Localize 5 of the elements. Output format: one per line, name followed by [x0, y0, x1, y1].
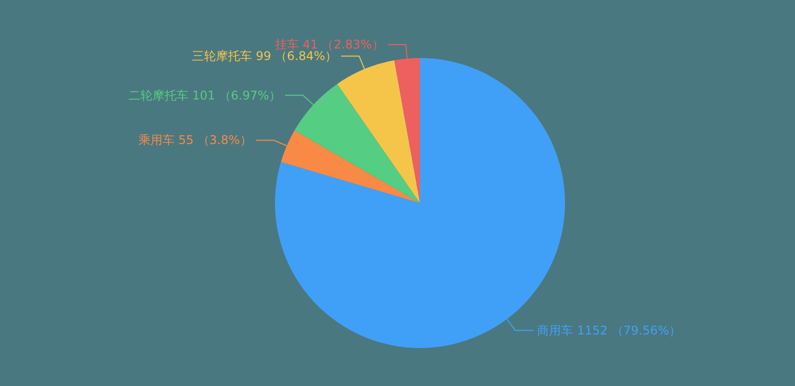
slice-label: 乘用车 55 （3.8%） [138, 133, 252, 148]
slice-label: 三轮摩托车 99 （6.84%） [192, 49, 338, 64]
slice-label: 挂车 41 （2.83%） [274, 38, 384, 52]
slice-label: 二轮摩托车 101 （6.97%） [128, 88, 282, 102]
slice-label: 商用车 1152 （79.56%） [537, 323, 682, 338]
